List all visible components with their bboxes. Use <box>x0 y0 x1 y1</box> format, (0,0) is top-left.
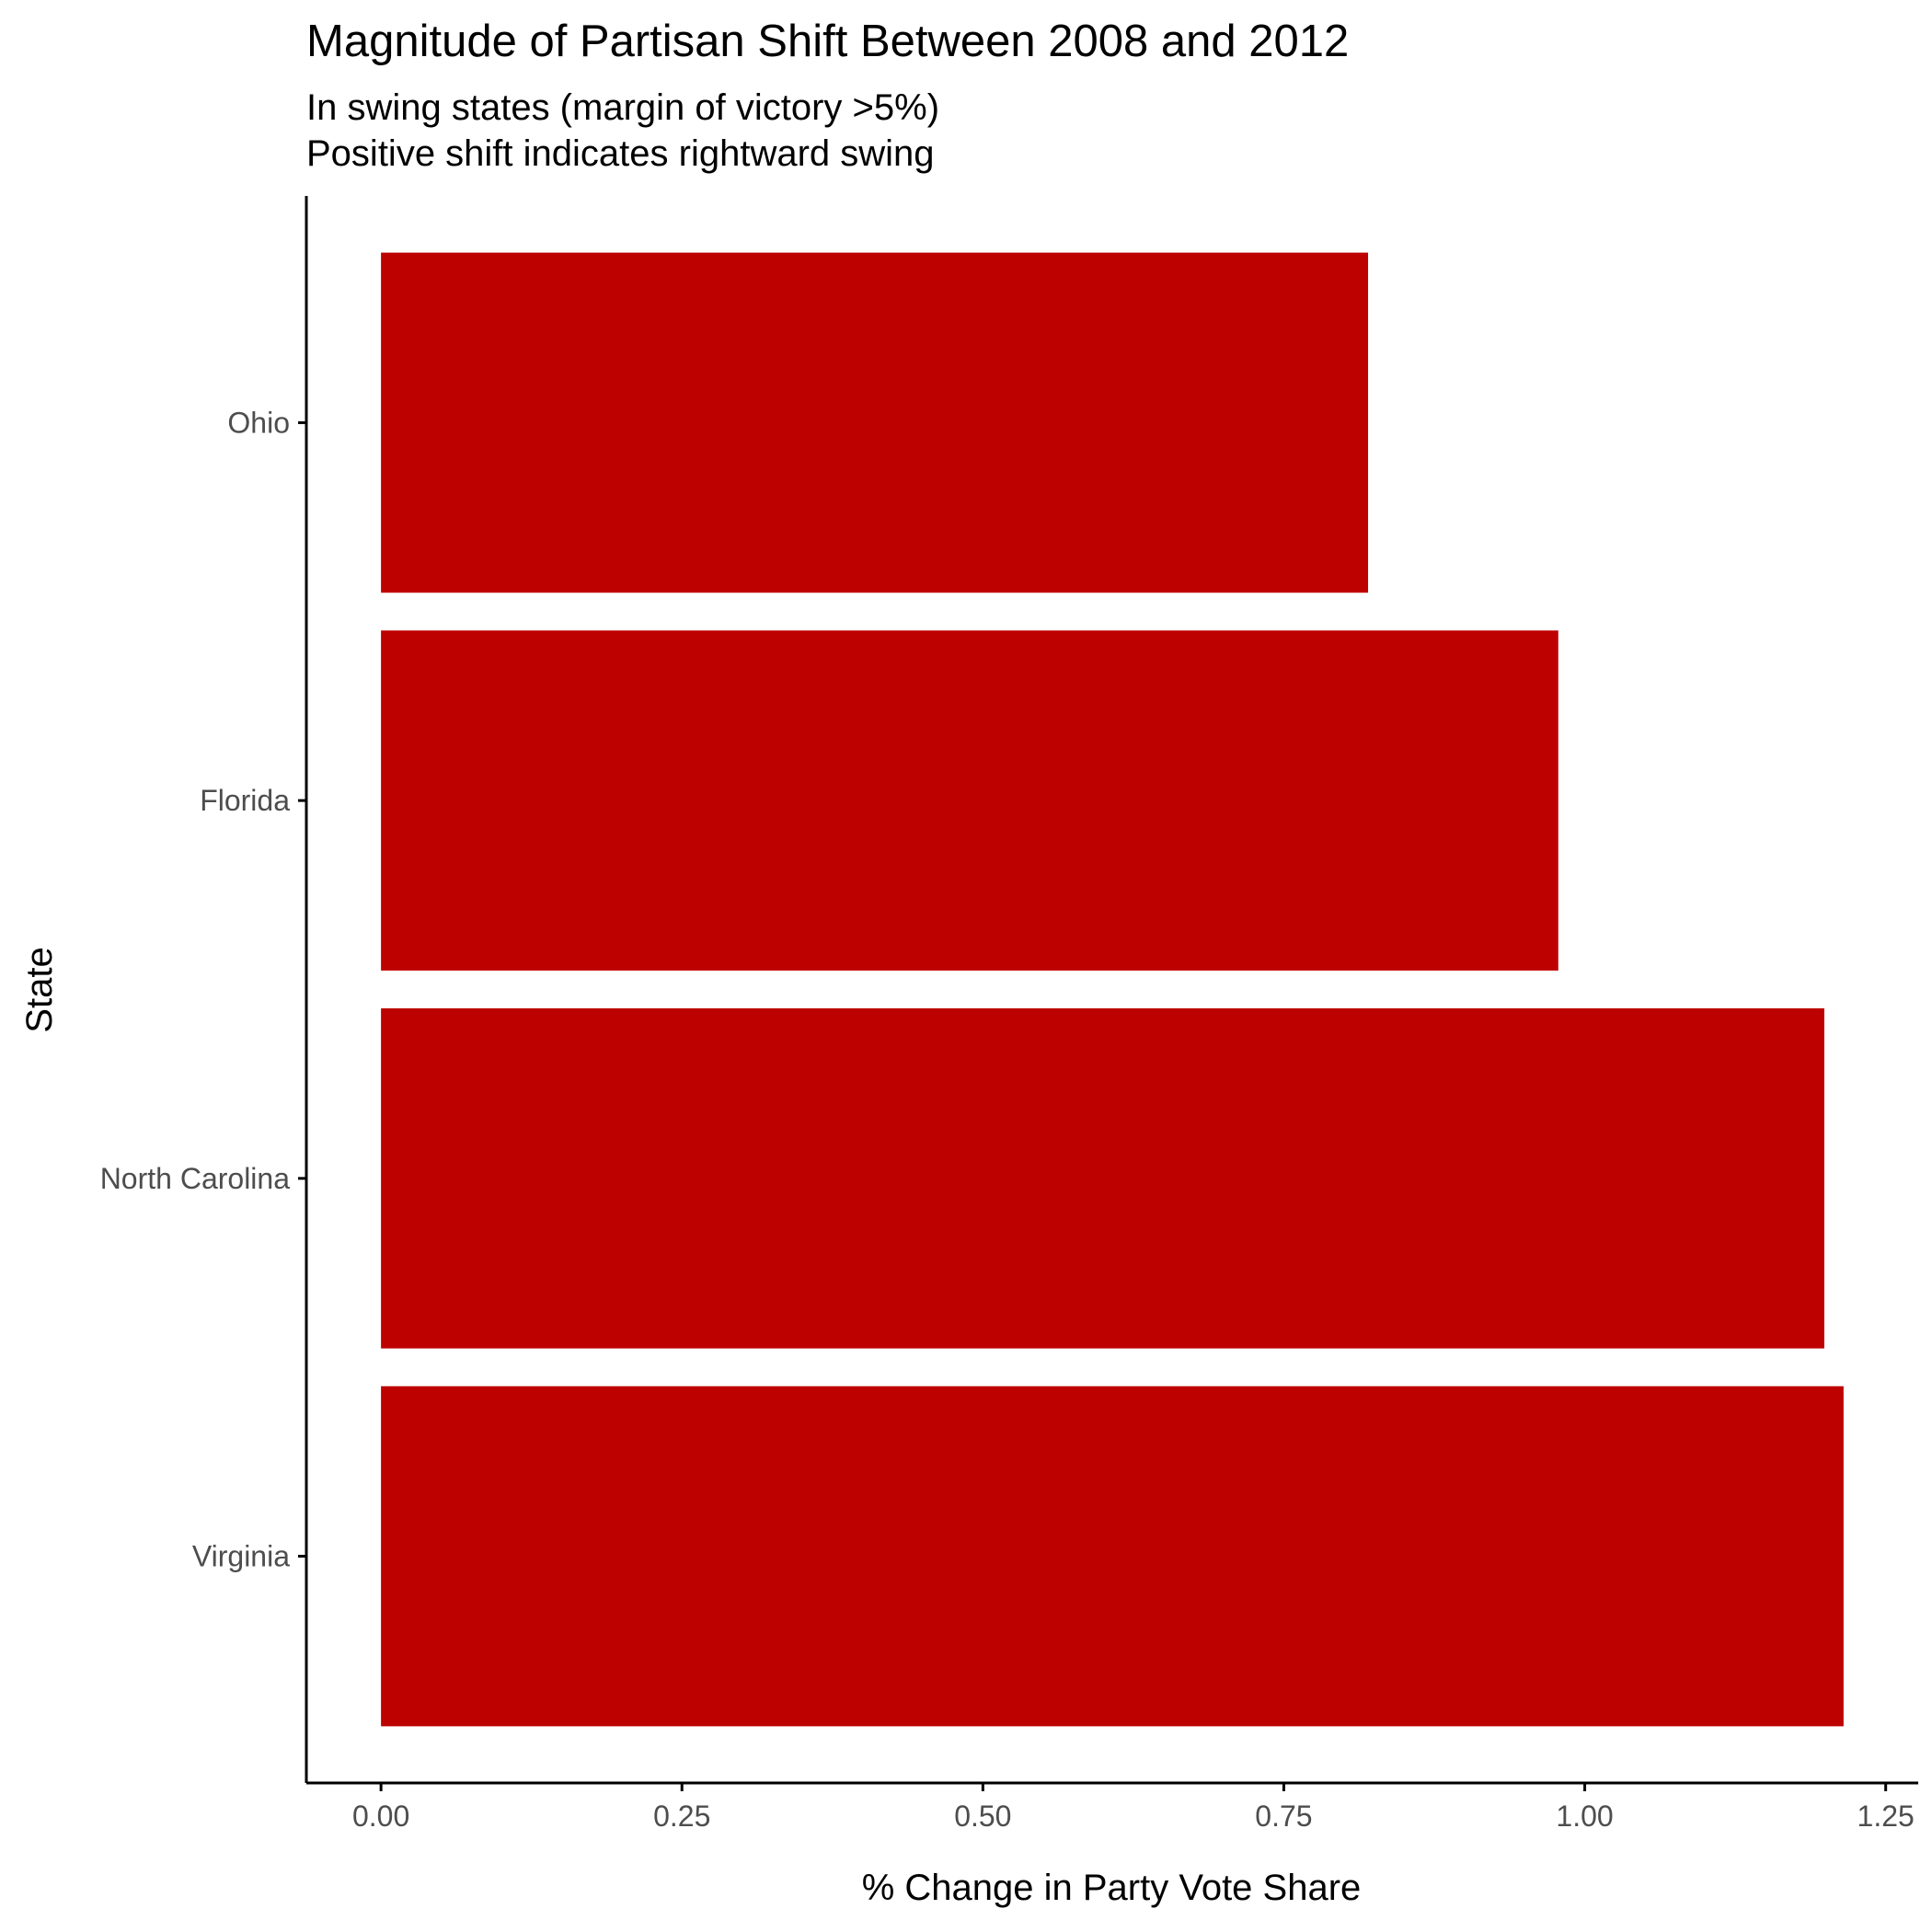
y-tick-label: Ohio <box>227 406 290 439</box>
x-tick-label: 1.00 <box>1556 1800 1613 1833</box>
x-tick-label: 0.75 <box>1255 1800 1312 1833</box>
bar-north-carolina <box>381 1008 1824 1349</box>
chart-subtitle-line-2: Positive shift indicates rightward swing <box>306 133 935 174</box>
x-tick-label: 1.25 <box>1857 1800 1915 1833</box>
bars-group <box>381 252 1844 1727</box>
y-tick-label: Florida <box>200 784 290 817</box>
bar-florida <box>381 630 1558 971</box>
x-tick-label: 0.50 <box>954 1800 1011 1833</box>
y-tick-label: Virginia <box>192 1540 290 1573</box>
x-tick-label: 0.25 <box>653 1800 710 1833</box>
chart-subtitle-line-1: In swing states (margin of victory >5%) <box>306 87 939 128</box>
chart-title: Magnitude of Partisan Shift Between 2008… <box>306 17 1349 66</box>
y-tick-label: North Carolina <box>100 1162 291 1195</box>
x-axis-ticks: 0.00 0.25 0.50 0.75 1.00 1.25 <box>352 1783 1915 1833</box>
x-tick-label: 0.00 <box>352 1800 409 1833</box>
bar-ohio <box>381 252 1369 593</box>
y-axis-ticks: Ohio Florida North Carolina Virginia <box>100 406 306 1573</box>
y-axis-title: State <box>19 947 60 1032</box>
bar-virginia <box>381 1386 1844 1727</box>
x-axis-title: % Change in Party Vote Share <box>862 1868 1362 1908</box>
